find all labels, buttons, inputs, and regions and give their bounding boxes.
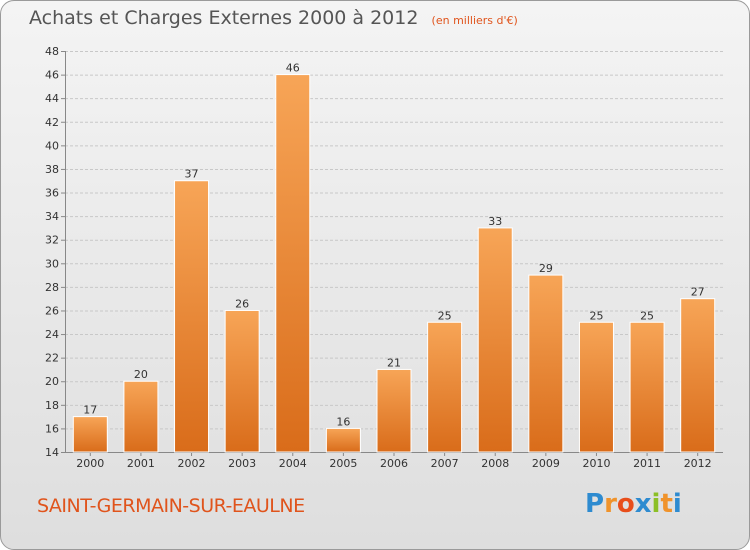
x-tick-label: 2006 bbox=[380, 457, 408, 470]
data-label: 17 bbox=[83, 404, 97, 417]
y-tick-label: 38 bbox=[45, 163, 59, 176]
bars bbox=[72, 74, 716, 453]
chart-title: Achats et Charges Externes 2000 à 2012 bbox=[29, 7, 419, 29]
logo-letter: x bbox=[634, 489, 652, 519]
x-tick-label: 2001 bbox=[127, 457, 155, 470]
y-tick-label: 46 bbox=[45, 69, 59, 82]
y-tick-label: 18 bbox=[45, 399, 59, 412]
y-tick-label: 28 bbox=[45, 281, 59, 294]
bar bbox=[224, 309, 260, 453]
y-tick-label: 20 bbox=[45, 375, 59, 388]
data-label: 29 bbox=[539, 262, 553, 275]
labels: 14 16 18 20 22 24 26 28 30 32 34 36 38 40 42 44 46 48 17 20… bbox=[45, 45, 712, 470]
title-block: Achats et Charges Externes 2000 à 2012 (… bbox=[29, 7, 518, 29]
bar bbox=[123, 380, 159, 453]
data-label: 27 bbox=[691, 286, 705, 299]
x-tick-label: 2008 bbox=[481, 457, 509, 470]
x-tick-label: 2010 bbox=[582, 457, 610, 470]
x-tick-label: 2003 bbox=[228, 457, 256, 470]
x-tick-label: 2007 bbox=[431, 457, 459, 470]
commune-name: SAINT-GERMAIN-SUR-EAULNE bbox=[37, 495, 305, 517]
logo-letter: o bbox=[616, 489, 635, 519]
x-tick-label: 2009 bbox=[532, 457, 560, 470]
data-label: 25 bbox=[589, 309, 603, 322]
bar bbox=[427, 321, 463, 453]
y-tick-label: 22 bbox=[45, 352, 59, 365]
y-tick-label: 14 bbox=[45, 446, 59, 459]
data-label: 46 bbox=[286, 62, 300, 75]
y-tick-label: 26 bbox=[45, 304, 59, 317]
bar bbox=[477, 227, 513, 453]
bar bbox=[629, 321, 665, 453]
data-label: 26 bbox=[235, 297, 249, 310]
x-tick-label: 2000 bbox=[76, 457, 104, 470]
y-tick-label: 42 bbox=[45, 116, 59, 129]
y-tick-label: 16 bbox=[45, 422, 59, 435]
y-tick-label: 36 bbox=[45, 187, 59, 200]
x-tick-label: 2005 bbox=[329, 457, 357, 470]
chart-subtitle: (en milliers d'€) bbox=[431, 14, 518, 27]
data-label: 25 bbox=[640, 309, 654, 322]
y-tick-label: 40 bbox=[45, 139, 59, 152]
data-label: 16 bbox=[336, 415, 350, 428]
y-tick-label: 48 bbox=[45, 45, 59, 58]
bar bbox=[376, 368, 412, 453]
y-tick-label: 24 bbox=[45, 328, 59, 341]
bar bbox=[174, 180, 210, 453]
bar bbox=[528, 274, 564, 453]
bar bbox=[72, 416, 108, 453]
x-tick-label: 2012 bbox=[684, 457, 712, 470]
bar bbox=[275, 74, 311, 453]
x-tick-label: 2011 bbox=[633, 457, 661, 470]
data-label: 33 bbox=[488, 215, 502, 228]
proxiti-logo: Proxiti bbox=[585, 489, 682, 519]
y-tick-label: 32 bbox=[45, 234, 59, 247]
y-tick-label: 44 bbox=[45, 92, 59, 105]
bar bbox=[325, 427, 361, 453]
logo-letter: P bbox=[585, 489, 605, 519]
data-label: 37 bbox=[185, 168, 199, 181]
logo-letter: i bbox=[672, 489, 682, 519]
x-tick-label: 2004 bbox=[279, 457, 307, 470]
y-tick-label: 30 bbox=[45, 257, 59, 270]
x-tick-label: 2002 bbox=[178, 457, 206, 470]
y-tick-label: 34 bbox=[45, 210, 59, 223]
logo-letter: r bbox=[604, 489, 617, 519]
logo-letter: i bbox=[651, 489, 661, 519]
data-label: 20 bbox=[134, 368, 148, 381]
data-label: 21 bbox=[387, 356, 401, 369]
data-label: 25 bbox=[438, 309, 452, 322]
logo-letter: t bbox=[660, 489, 673, 519]
bar bbox=[578, 321, 614, 453]
bar bbox=[680, 298, 716, 453]
